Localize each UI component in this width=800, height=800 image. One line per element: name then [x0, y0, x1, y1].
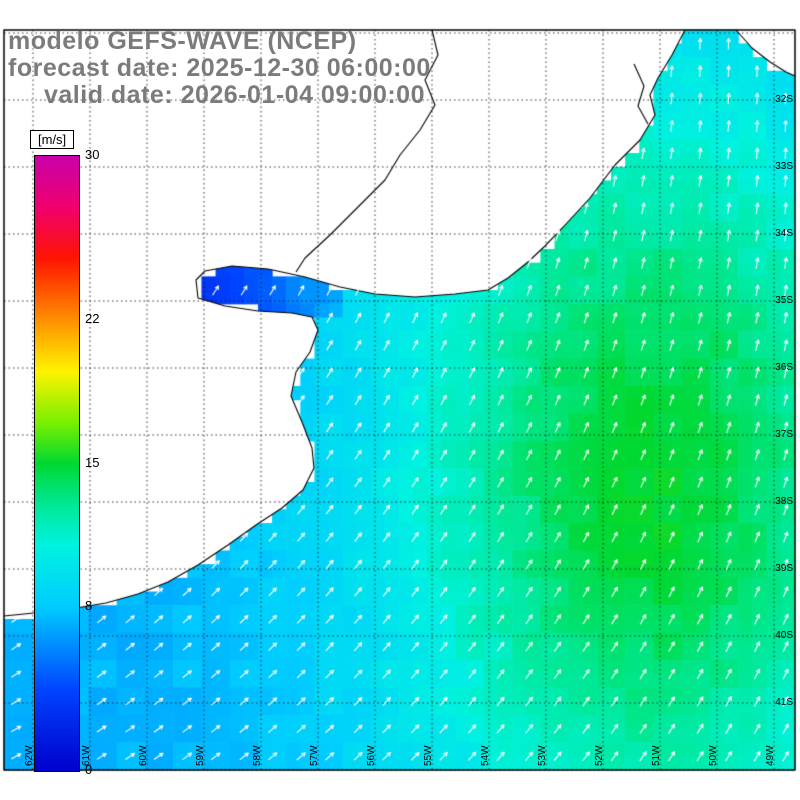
latitude-label: 34S: [775, 228, 793, 239]
longitude-label: 49W: [765, 745, 776, 766]
latitude-label: 36S: [775, 362, 793, 373]
longitude-label: 60W: [138, 745, 149, 766]
colorbar-tick-label: 30: [85, 147, 100, 162]
longitude-label: 56W: [366, 745, 377, 766]
longitude-label: 54W: [480, 745, 491, 766]
longitude-label: 59W: [195, 745, 206, 766]
longitude-label: 57W: [309, 745, 320, 766]
longitude-label: 53W: [537, 745, 548, 766]
longitude-label: 61W: [81, 745, 92, 766]
longitude-label: 52W: [594, 745, 605, 766]
latitude-label: 35S: [775, 295, 793, 306]
colorbar: [34, 155, 80, 772]
latitude-label: 41S: [775, 697, 793, 708]
latitude-label: 40S: [775, 630, 793, 641]
colorbar-tick-label: 15: [85, 454, 100, 470]
longitude-label: 58W: [252, 745, 263, 766]
latitude-label: 33S: [775, 161, 793, 172]
longitude-label: 51W: [651, 745, 662, 766]
latitude-label: 39S: [775, 563, 793, 574]
longitude-label: 50W: [708, 745, 719, 766]
latitude-label: 38S: [775, 496, 793, 507]
latitude-label: 37S: [775, 429, 793, 440]
longitude-label: 55W: [423, 745, 434, 766]
latitude-label: 32S: [775, 94, 793, 105]
colorbar-tick-label: 0: [85, 762, 93, 777]
colorbar-tick-label: 8: [85, 598, 93, 613]
longitude-label: 62W: [24, 745, 35, 766]
colorbar-unit-label: [m/s]: [30, 130, 75, 149]
colorbar-tick-label: 22: [85, 311, 100, 326]
